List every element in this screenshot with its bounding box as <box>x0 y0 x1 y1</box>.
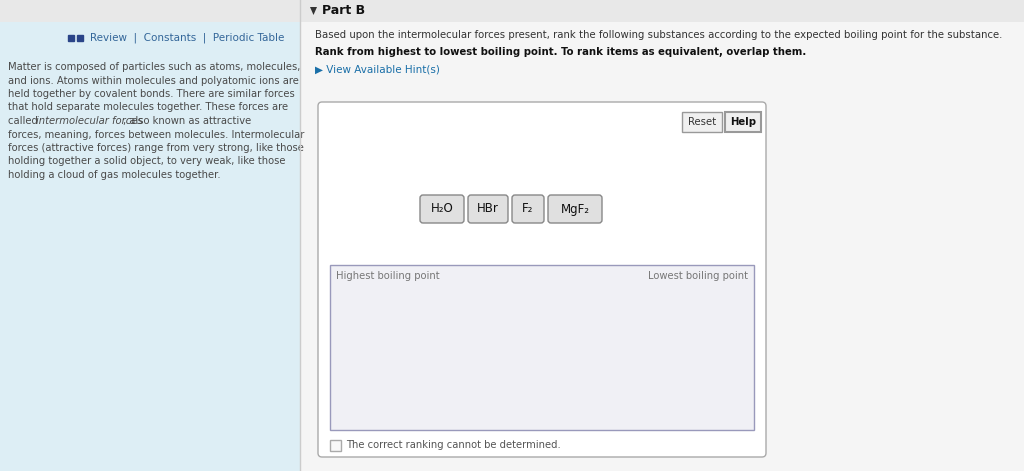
Bar <box>682 112 722 132</box>
Text: Highest boiling point: Highest boiling point <box>336 271 439 281</box>
Bar <box>0 0 1024 22</box>
Text: forces, meaning, forces between molecules. Intermolecular: forces, meaning, forces between molecule… <box>8 130 304 139</box>
Text: Reset: Reset <box>688 117 716 127</box>
Text: intermolecular forces: intermolecular forces <box>36 116 142 126</box>
Bar <box>0 22 300 471</box>
Text: The correct ranking cannot be determined.: The correct ranking cannot be determined… <box>346 440 561 450</box>
Text: forces (attractive forces) range from very strong, like those: forces (attractive forces) range from ve… <box>8 143 304 153</box>
Text: holding a cloud of gas molecules together.: holding a cloud of gas molecules togethe… <box>8 170 220 180</box>
Bar <box>330 440 341 451</box>
Text: held together by covalent bonds. There are similar forces: held together by covalent bonds. There a… <box>8 89 295 99</box>
Bar <box>77 35 83 41</box>
Bar <box>68 35 74 41</box>
Text: ▶ View Available Hint(s): ▶ View Available Hint(s) <box>315 65 440 75</box>
FancyBboxPatch shape <box>318 102 766 457</box>
Text: H₂O: H₂O <box>431 203 454 216</box>
Text: Part B: Part B <box>322 5 366 17</box>
Text: F₂: F₂ <box>522 203 534 216</box>
Text: Matter is composed of particles such as atoms, molecules,: Matter is composed of particles such as … <box>8 62 300 72</box>
Text: Based upon the intermolecular forces present, rank the following substances acco: Based upon the intermolecular forces pre… <box>315 30 1002 40</box>
Text: called: called <box>8 116 41 126</box>
Text: MgF₂: MgF₂ <box>560 203 590 216</box>
Bar <box>330 265 754 430</box>
Text: HBr: HBr <box>477 203 499 216</box>
Text: Rank from highest to lowest boiling point. To rank items as equivalent, overlap : Rank from highest to lowest boiling poin… <box>315 47 806 57</box>
Text: and ions. Atoms within molecules and polyatomic ions are: and ions. Atoms within molecules and pol… <box>8 75 299 86</box>
Text: , also known as attractive: , also known as attractive <box>123 116 251 126</box>
FancyBboxPatch shape <box>420 195 464 223</box>
FancyBboxPatch shape <box>548 195 602 223</box>
Text: that hold separate molecules together. These forces are: that hold separate molecules together. T… <box>8 103 288 113</box>
FancyBboxPatch shape <box>512 195 544 223</box>
FancyBboxPatch shape <box>468 195 508 223</box>
Text: Lowest boiling point: Lowest boiling point <box>648 271 748 281</box>
Text: holding together a solid object, to very weak, like those: holding together a solid object, to very… <box>8 156 286 167</box>
Polygon shape <box>310 7 317 15</box>
Bar <box>725 112 761 132</box>
Text: Help: Help <box>730 117 756 127</box>
Text: Review  |  Constants  |  Periodic Table: Review | Constants | Periodic Table <box>90 33 285 43</box>
